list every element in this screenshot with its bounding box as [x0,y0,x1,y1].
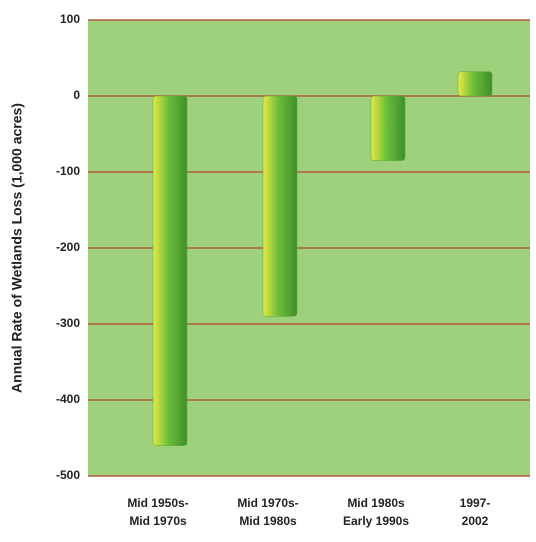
bar [370,95,406,161]
y-tick-label: -100 [56,164,80,178]
x-tick-label: Mid 1950s- [127,496,188,510]
x-tick-label: Mid 1970s- [237,496,298,510]
y-tick-label: -400 [56,392,80,406]
x-tick-label: Early 1990s [343,514,409,528]
x-tick-label: 2002 [462,514,489,528]
bar [457,71,493,97]
y-tick-label: -200 [56,240,80,254]
x-tick-label: Mid 1970s [129,514,187,528]
x-tick-label: Mid 1980s [239,514,297,528]
x-tick-label: Mid 1980s [347,496,405,510]
y-tick-label: -300 [56,316,80,330]
bar [262,95,298,317]
y-tick-label: 0 [73,88,80,102]
y-tick-label: -500 [56,468,80,482]
y-axis-label: Annual Rate of Wetlands Loss (1,000 acre… [9,103,25,393]
x-tick-label: 1997- [460,496,491,510]
y-tick-label: 100 [60,12,80,26]
bar [152,95,188,446]
